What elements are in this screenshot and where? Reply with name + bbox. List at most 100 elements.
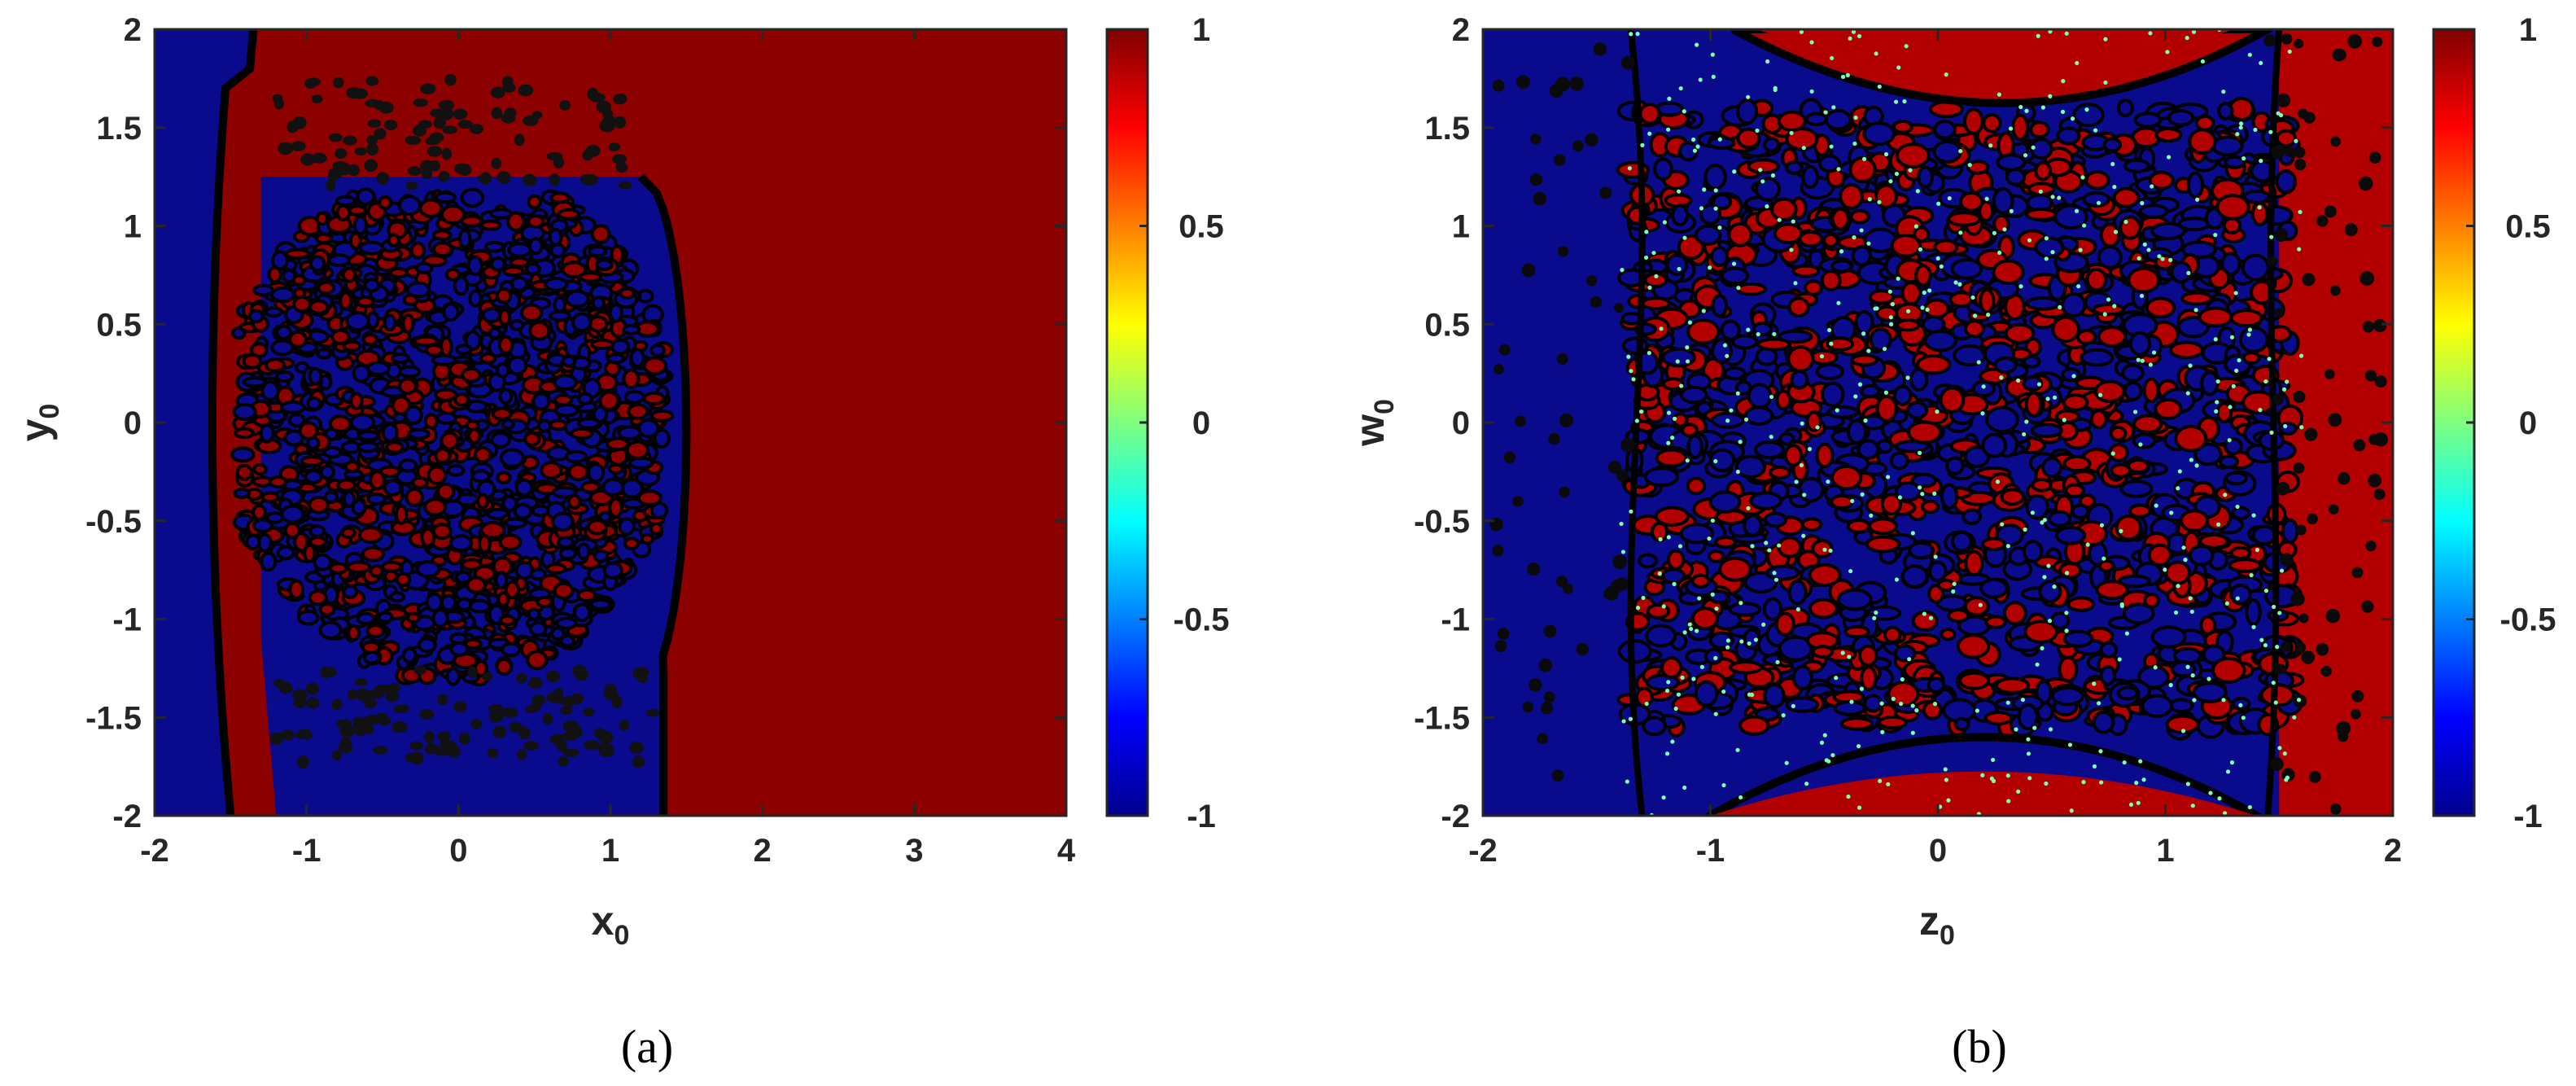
x-axis-label-a: x0: [592, 898, 630, 951]
zero-value-dot: [2141, 777, 2146, 782]
x-axis-label-b: z0: [1919, 898, 1955, 951]
basin-speckle: [1762, 597, 1783, 621]
basin-speckle: [2164, 560, 2191, 585]
basin-speckle: [2123, 158, 2150, 173]
basin-speckle: [559, 634, 576, 648]
zero-value-dot: [1997, 250, 2002, 256]
zero-value-dot: [1872, 615, 1877, 620]
basin-speckle: [292, 116, 307, 129]
basin-speckle: [437, 694, 448, 706]
zero-value-dot: [1666, 127, 1671, 132]
basin-speckle: [622, 368, 641, 390]
basin-speckle: [329, 562, 348, 575]
zero-value-dot: [2255, 547, 2260, 553]
basin-speckle: [1711, 294, 1729, 318]
basin-speckle: [2330, 136, 2341, 147]
zero-value-dot: [1922, 611, 1927, 616]
basin-speckle: [499, 448, 526, 468]
basin-speckle: [305, 682, 320, 695]
zero-value-dot: [1992, 230, 1997, 235]
basin-speckle: [2138, 204, 2169, 219]
zero-value-dot: [1789, 130, 1794, 135]
zero-value-dot: [1773, 85, 1778, 90]
basin-speckle: [1599, 186, 1612, 199]
zero-value-dot: [2132, 409, 2138, 414]
basin-speckle: [549, 173, 561, 186]
zero-value-dot: [1777, 217, 1782, 222]
basin-speckle: [2095, 580, 2129, 600]
basin-speckle: [1572, 140, 1584, 152]
basin-speckle: [504, 580, 520, 600]
zero-value-dot: [2168, 682, 2173, 688]
basin-speckle: [1551, 769, 1564, 782]
basin-speckle: [273, 679, 286, 688]
basin-speckle: [597, 742, 614, 753]
basin-speckle: [1811, 645, 1835, 659]
basin-speckle: [2307, 513, 2318, 525]
basin-speckle: [468, 289, 483, 308]
basin-speckle: [315, 211, 330, 226]
basin-speckle: [2150, 221, 2186, 240]
zero-value-dot: [2081, 780, 2086, 785]
zero-value-dot: [2139, 293, 2145, 299]
zero-value-dot: [1626, 354, 1631, 359]
basin-speckle: [1642, 716, 1668, 737]
basin-speckle: [431, 353, 457, 366]
zero-value-dot: [1857, 805, 1862, 810]
basin-speckle: [377, 716, 391, 725]
basin-speckle: [501, 707, 518, 718]
zero-value-dot: [1654, 274, 1659, 278]
zero-value-dot: [1822, 733, 1827, 738]
basin-speckle: [2362, 321, 2375, 333]
zero-value-dot: [2128, 802, 2134, 808]
basin-speckle: [1557, 246, 1569, 257]
zero-value-dot: [1819, 740, 1825, 745]
basin-speckle: [288, 331, 308, 348]
basin-speckle: [467, 427, 482, 444]
zero-value-dot: [2102, 312, 2107, 317]
zero-value-dot: [1920, 492, 1925, 497]
basin-speckle: [275, 370, 295, 383]
zero-value-dot: [1685, 345, 1690, 350]
zero-value-dot: [1666, 535, 1671, 540]
basin-speckle: [252, 518, 273, 533]
zero-value-dot: [2061, 79, 2066, 84]
y-tick-label: -1: [112, 602, 142, 638]
basin-speckle: [423, 730, 435, 744]
zero-value-dot: [1629, 369, 1634, 374]
zero-value-dot: [2113, 230, 2119, 234]
zero-value-dot: [2229, 335, 2235, 339]
zero-value-dot: [2008, 126, 2014, 131]
basin-speckle: [1778, 431, 1795, 446]
zero-value-dot: [1877, 84, 1882, 90]
basin-speckle: [348, 204, 368, 217]
basin-speckle: [1620, 438, 1635, 453]
zero-value-dot: [2048, 94, 2053, 99]
basin-speckle: [529, 567, 547, 581]
basin-speckle: [601, 115, 617, 129]
zero-value-dot: [1834, 676, 1839, 681]
zero-value-dot: [2005, 773, 2010, 778]
basin-speckle: [1850, 353, 1878, 367]
basin-speckle: [291, 141, 306, 151]
zero-value-dot: [2277, 746, 2282, 751]
basin-speckle: [1654, 506, 1690, 527]
zero-value-dot: [1711, 74, 1716, 79]
basin-speckle: [2119, 215, 2142, 240]
colorbar-tick-label: -1: [1187, 799, 1216, 834]
basin-speckle: [2179, 509, 2210, 532]
basin-speckle: [1950, 258, 1983, 280]
basin-speckle: [496, 591, 510, 607]
basin-speckle: [311, 94, 323, 103]
zero-value-dot: [2016, 789, 2021, 794]
zero-value-dot: [2168, 257, 2173, 262]
basin-speckle: [1730, 334, 1759, 350]
basin-speckle: [2229, 545, 2252, 560]
basin-speckle: [1826, 405, 1860, 419]
basin-speckle: [592, 405, 609, 424]
basin-speckle: [608, 142, 621, 151]
basin-speckle: [230, 446, 256, 463]
y-tick-label: -1.5: [1414, 700, 1470, 736]
zero-value-dot: [2119, 602, 2124, 607]
basin-speckle: [2030, 423, 2063, 439]
